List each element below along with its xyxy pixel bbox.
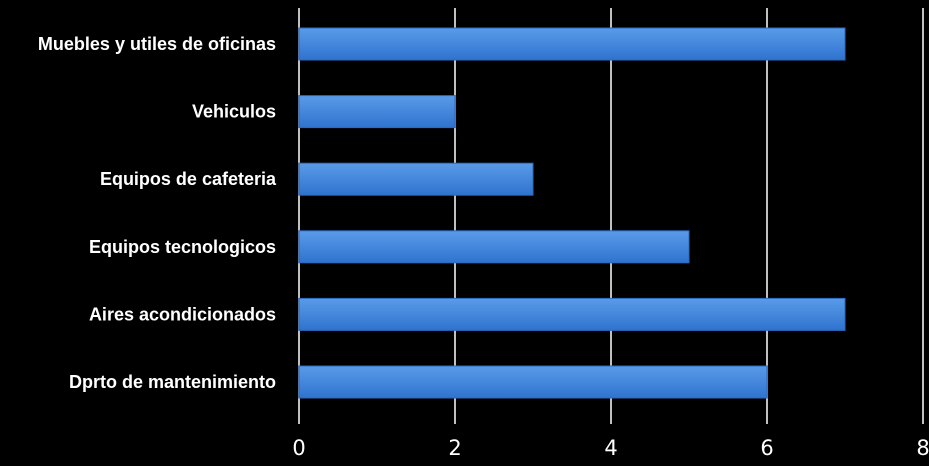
x-tick-label: 8 [916, 436, 929, 460]
category-label: Dprto de mantenimiento [69, 372, 276, 392]
x-tick-label: 6 [760, 436, 773, 460]
x-tick-label: 2 [448, 436, 461, 460]
bar [298, 162, 534, 196]
grid-layer [298, 8, 924, 424]
bar-layer [298, 27, 846, 399]
category-label: Aires acondicionados [89, 304, 276, 324]
bar [298, 365, 768, 399]
bar [298, 230, 690, 264]
bar [298, 27, 846, 61]
category-label: Equipos de cafeteria [100, 169, 277, 189]
bar [298, 297, 846, 331]
x-tick-label: 0 [292, 436, 305, 460]
x-tick-label: 4 [604, 436, 617, 460]
category-labels: Muebles y utiles de oficinas Vehiculos Equ… [38, 34, 277, 392]
bar [298, 95, 456, 129]
category-label: Muebles y utiles de oficinas [38, 34, 276, 54]
x-tick-labels: 0 2 4 6 8 [292, 436, 929, 460]
category-label: Equipos tecnologicos [89, 237, 276, 257]
category-label: Vehiculos [192, 102, 276, 122]
